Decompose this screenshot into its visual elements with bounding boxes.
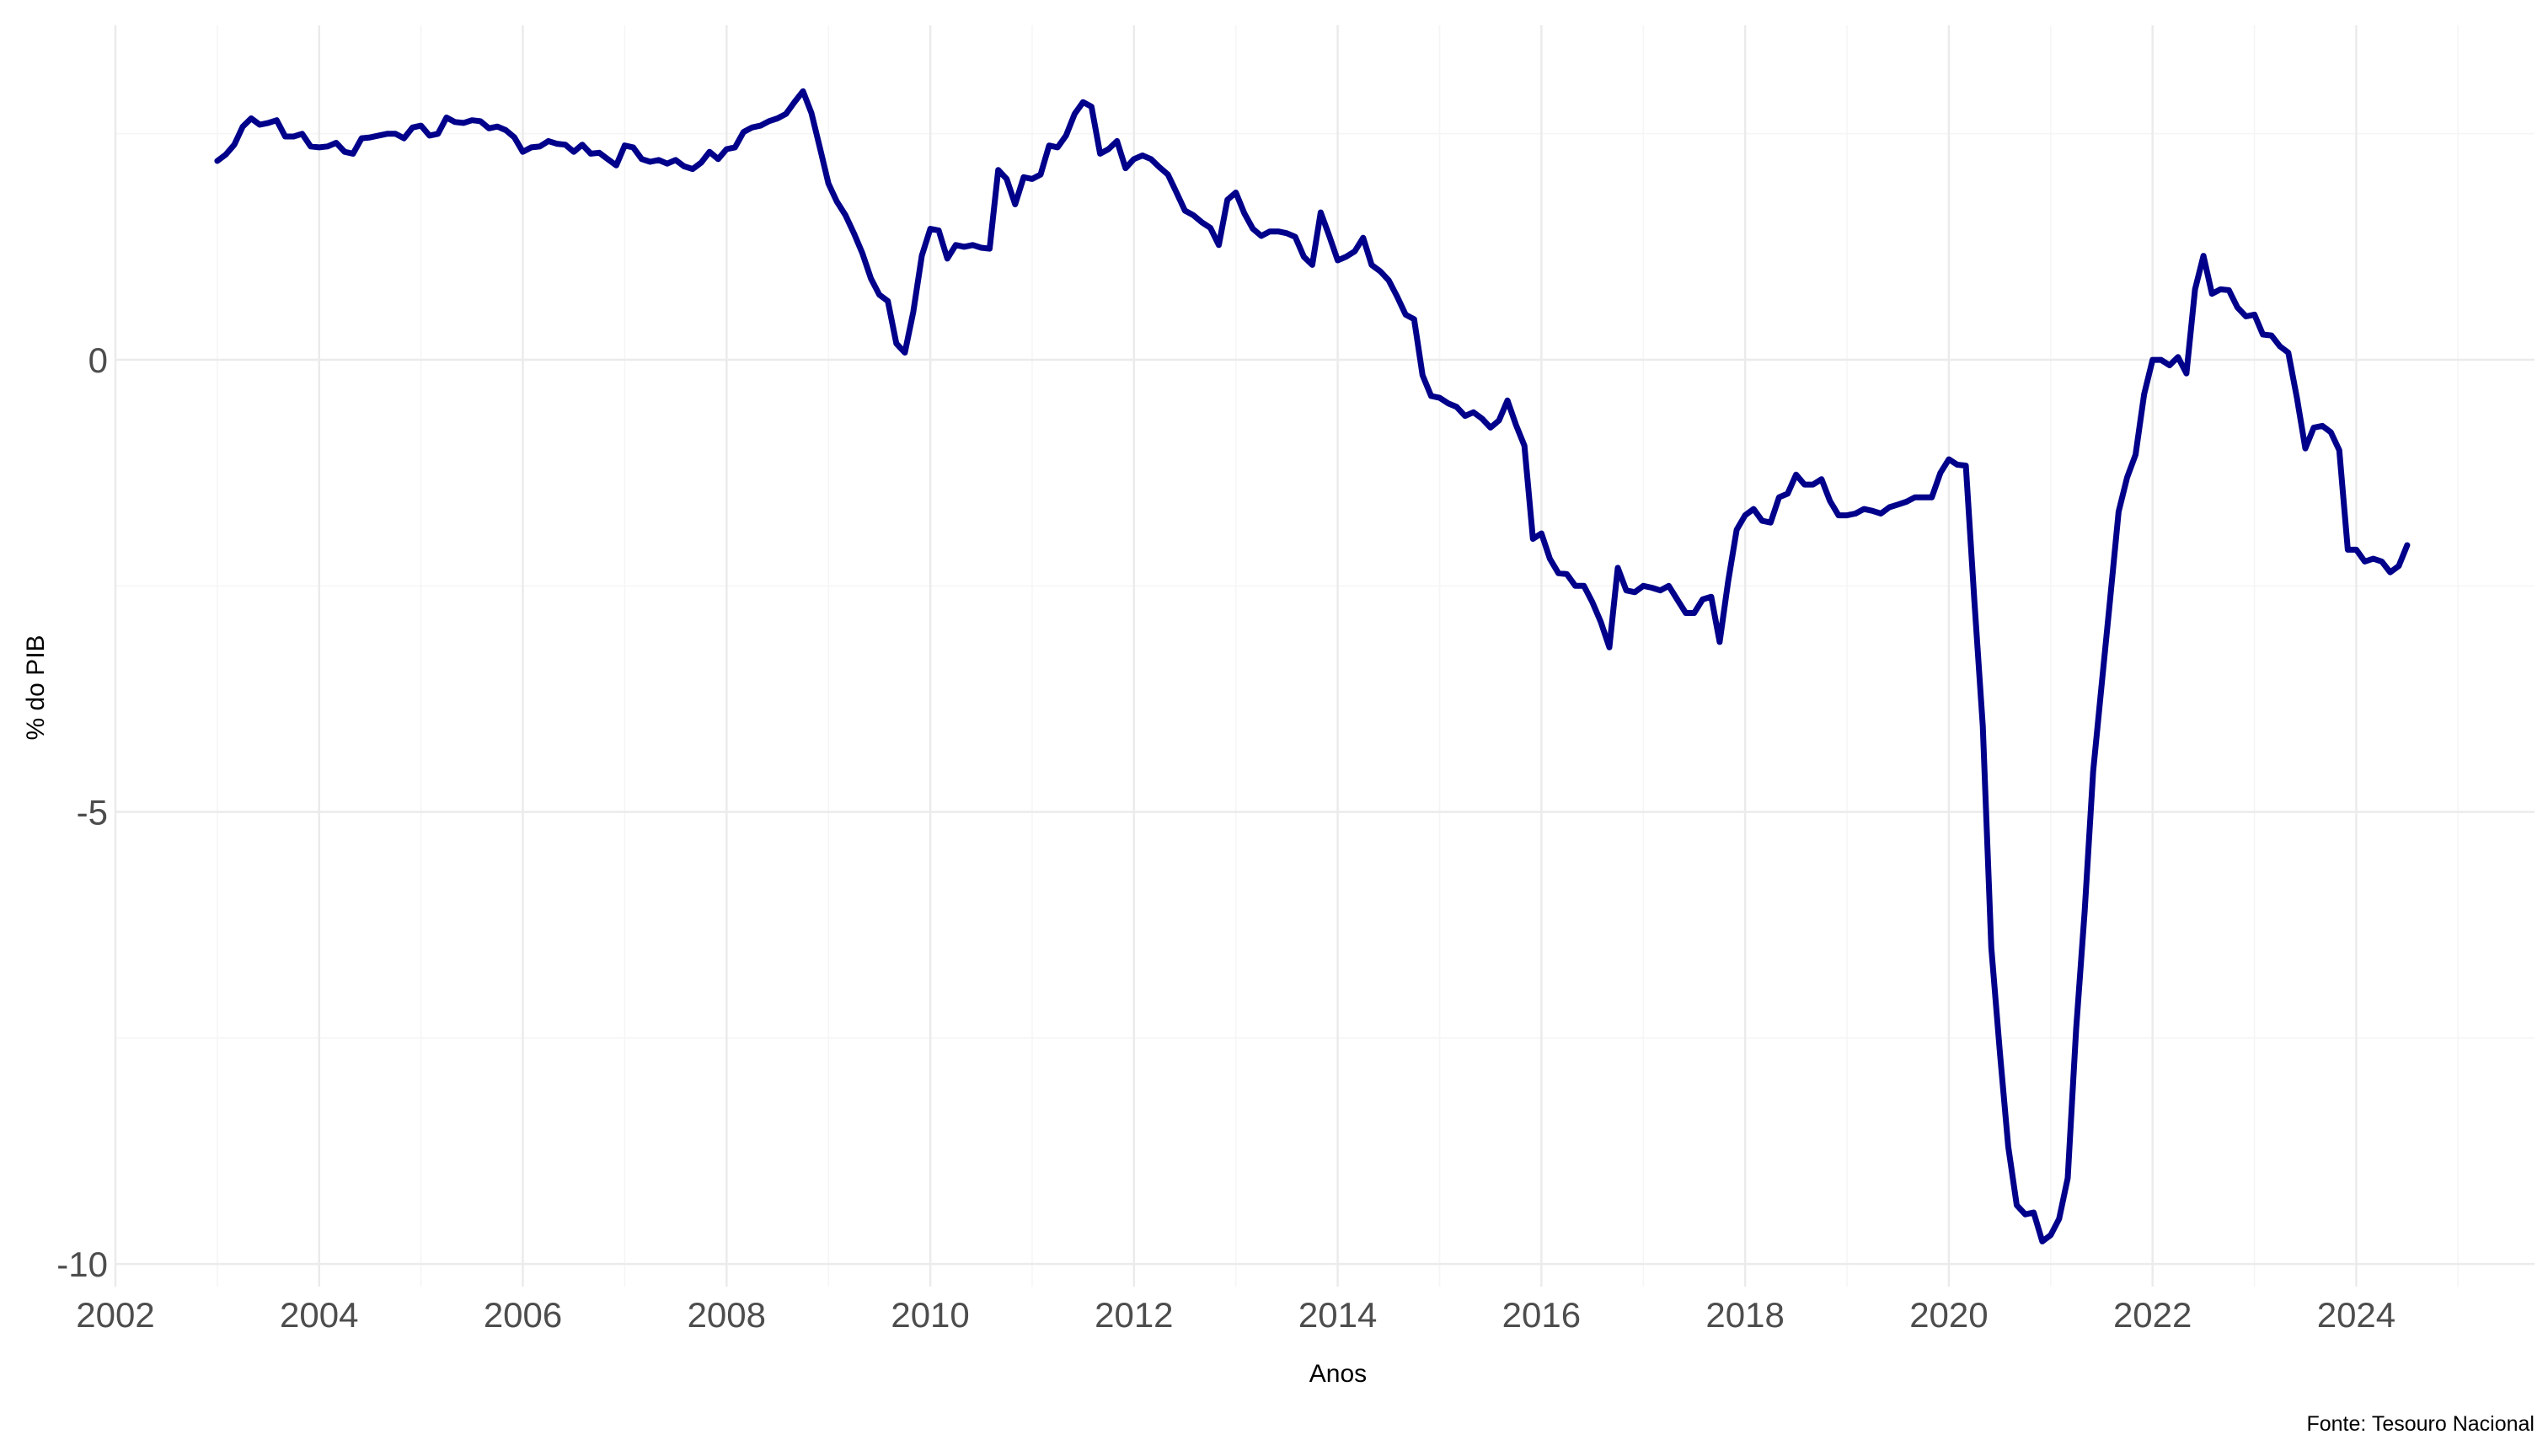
source-caption: Fonte: Tesouro Nacional: [2306, 1412, 2535, 1436]
x-tick-label: 2016: [1502, 1295, 1581, 1335]
x-tick-label: 2004: [280, 1295, 358, 1335]
series-line-0: [214, 88, 2411, 1245]
y-tick-label: -10: [56, 1245, 108, 1284]
y-axis-title: % do PIB: [22, 634, 50, 740]
x-tick-label: 2014: [1298, 1295, 1377, 1335]
series-layer: [214, 88, 2411, 1245]
x-tick-label: 2012: [1095, 1295, 1173, 1335]
x-tick-label: 2002: [76, 1295, 154, 1335]
x-tick-label: 2006: [484, 1295, 562, 1335]
x-tick-label: 2008: [688, 1295, 766, 1335]
y-tick-label: 0: [88, 340, 108, 380]
x-tick-label: 2018: [1705, 1295, 1784, 1335]
x-tick-label: 2024: [2317, 1295, 2395, 1335]
y-axis-ticks: 0 -5 -10: [56, 340, 108, 1284]
minor-gridlines: [115, 25, 2535, 1287]
y-tick-label: -5: [77, 793, 108, 832]
x-tick-label: 2022: [2113, 1295, 2192, 1335]
x-tick-label: 2020: [1909, 1295, 1988, 1335]
x-axis-ticks: 2002 2004 2006 2008 2010 2012 2014 2016 2018 2020…: [76, 1295, 2395, 1335]
x-axis-title: Anos: [1309, 1360, 1367, 1388]
major-gridlines: [114, 25, 2535, 1287]
x-tick-label: 2010: [891, 1295, 969, 1335]
